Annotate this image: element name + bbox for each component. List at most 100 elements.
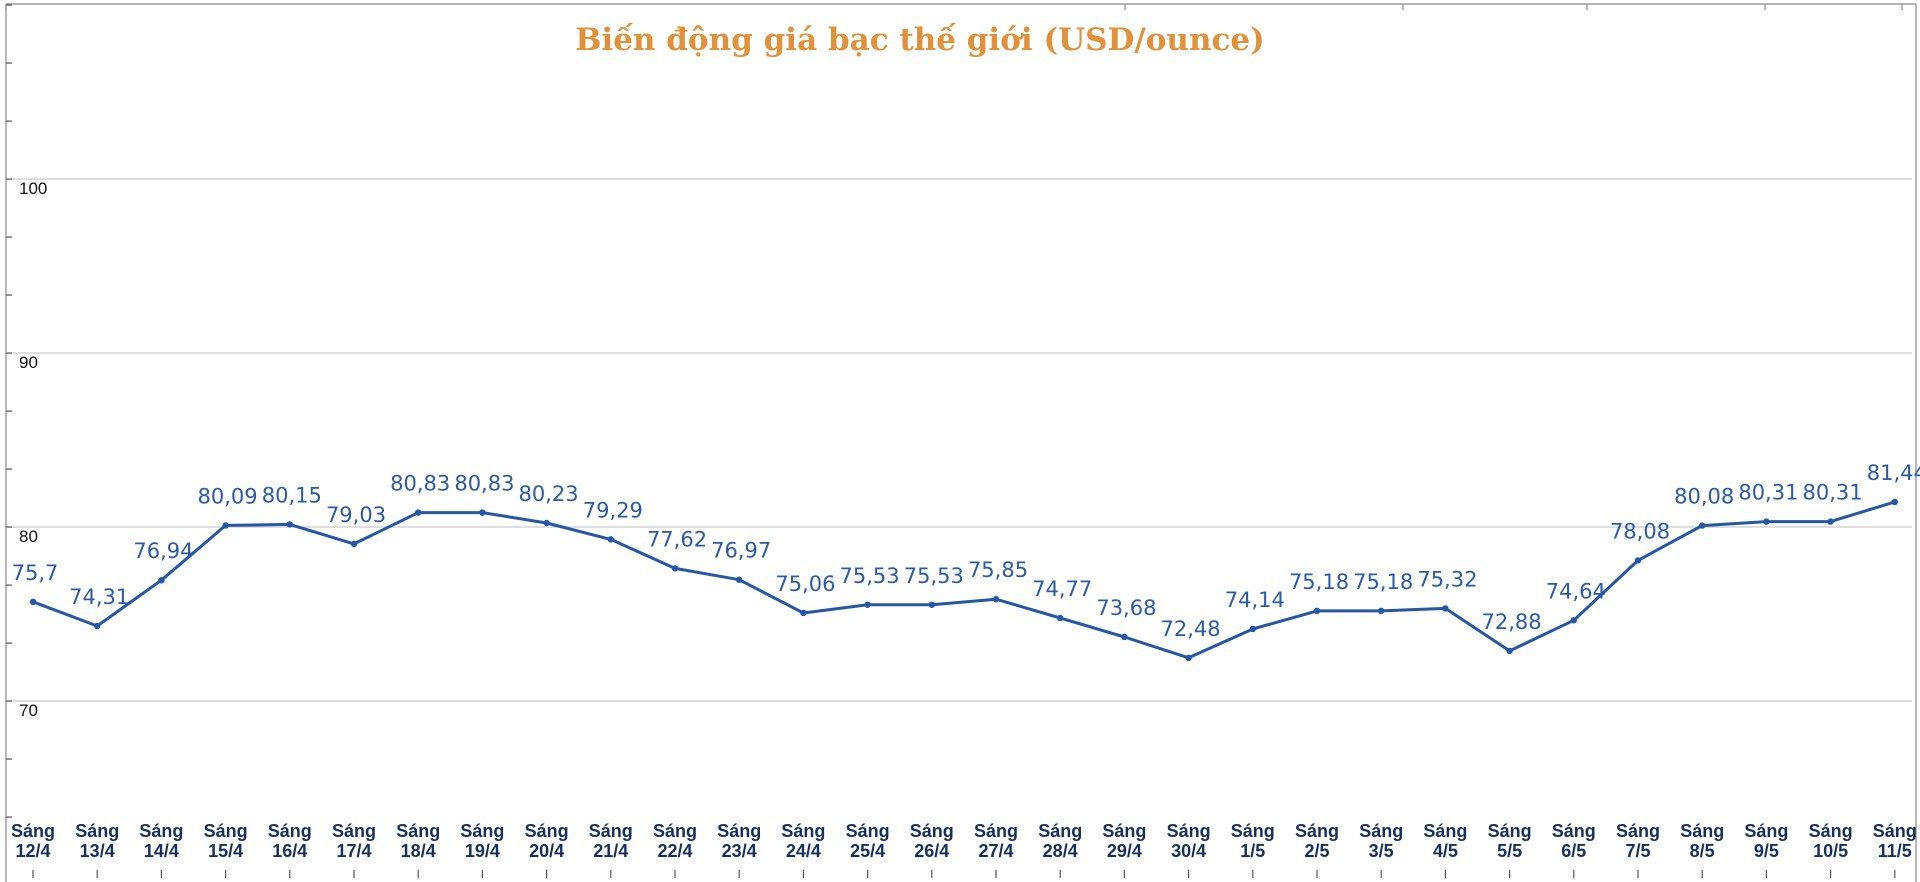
x-tick-label: 27/4	[978, 841, 1013, 861]
x-tick-label: 20/4	[529, 841, 564, 861]
data-label: 81,44	[1867, 461, 1920, 485]
data-point	[1891, 498, 1899, 506]
data-label: 76,94	[133, 539, 193, 563]
x-tick-label: 8/5	[1690, 841, 1715, 861]
x-tick-label: Sáng	[1295, 821, 1339, 841]
data-label: 75,85	[968, 558, 1028, 582]
data-point	[1570, 617, 1578, 624]
data-point	[736, 576, 743, 583]
x-tick-label: 21/4	[593, 841, 628, 861]
x-tick-label: 16/4	[272, 841, 307, 861]
x-tick-label: Sáng	[332, 821, 376, 841]
x-tick-label: 25/4	[850, 841, 885, 861]
x-axis-ticks: Sáng12/4Sáng13/4Sáng14/4Sáng15/4Sáng16/4…	[11, 821, 1917, 878]
x-tick-label: 29/4	[1107, 841, 1142, 861]
data-point	[864, 601, 871, 608]
x-tick-label: 4/5	[1433, 841, 1458, 861]
data-point	[1057, 614, 1064, 622]
x-tick-label: Sáng	[974, 821, 1018, 841]
data-label: 79,29	[583, 498, 643, 522]
x-tick-label: 10/5	[1813, 841, 1848, 861]
x-tick-label: Sáng	[460, 821, 504, 841]
data-label: 75,53	[904, 564, 964, 588]
data-label: 75,18	[1289, 570, 1349, 594]
data-point	[1442, 605, 1449, 612]
data-point	[992, 596, 1000, 603]
x-tick-label: 7/5	[1625, 841, 1650, 861]
x-tick-label: Sáng	[846, 821, 890, 841]
x-tick-label: Sáng	[1359, 821, 1403, 841]
data-point	[1313, 607, 1321, 615]
x-tick-label: 17/4	[336, 841, 371, 861]
data-label: 80,31	[1803, 481, 1863, 505]
x-tick-label: 5/5	[1497, 841, 1522, 861]
data-label: 80,83	[390, 472, 450, 496]
x-tick-label: Sáng	[525, 821, 569, 841]
data-point	[350, 540, 358, 548]
data-point	[1121, 633, 1128, 641]
data-point	[1185, 654, 1192, 662]
x-tick-label: Sáng	[1680, 821, 1724, 841]
x-tick-label: Sáng	[1744, 821, 1788, 841]
x-tick-label: Sáng	[1423, 821, 1467, 841]
data-label: 72,88	[1482, 610, 1542, 634]
data-label: 75,53	[840, 564, 900, 588]
data-point	[543, 519, 550, 527]
x-tick-label: 15/4	[208, 841, 243, 861]
x-tick-label: 22/4	[657, 841, 692, 861]
x-tick-label: 26/4	[914, 841, 949, 861]
data-label: 77,62	[647, 527, 707, 551]
chart-frame	[5, 3, 1917, 882]
y-axis-ticks: 70 80 90 100	[19, 179, 47, 720]
x-tick-label: Sáng	[1167, 821, 1211, 841]
y-tick-label: 90	[19, 353, 38, 372]
data-point	[1249, 625, 1257, 633]
x-tick-label: Sáng	[1616, 821, 1660, 841]
data-label: 80,15	[262, 483, 322, 507]
x-tick-label: Sáng	[589, 821, 633, 841]
x-tick-label: Sáng	[11, 821, 55, 841]
y-tick-label: 70	[19, 701, 38, 720]
data-point	[158, 577, 165, 584]
y-tick-label: 100	[19, 179, 47, 198]
x-tick-label: 13/4	[80, 841, 115, 861]
x-tick-label: Sáng	[1488, 821, 1532, 841]
x-tick-label: 19/4	[465, 841, 500, 861]
x-tick-label: 6/5	[1561, 841, 1586, 861]
x-tick-label: 18/4	[401, 841, 436, 861]
x-tick-label: Sáng	[910, 821, 954, 841]
chart-title: Biến động giá bạc thế giới (USD/ounce)	[575, 21, 1265, 58]
data-point	[607, 536, 614, 543]
data-point	[928, 601, 935, 608]
x-tick-label: Sáng	[268, 821, 312, 841]
data-label: 80,08	[1674, 485, 1734, 509]
x-tick-label: 23/4	[722, 841, 757, 861]
x-tick-label: Sáng	[781, 821, 825, 841]
data-point	[1699, 522, 1706, 529]
x-tick-label: 11/5	[1878, 841, 1912, 861]
x-tick-label: 9/5	[1754, 841, 1779, 861]
data-label: 78,08	[1610, 519, 1670, 543]
x-tick-label: Sáng	[396, 821, 440, 841]
x-tick-label: Sáng	[1102, 821, 1146, 841]
x-tick-label: Sáng	[1873, 821, 1917, 841]
data-point	[479, 509, 486, 516]
x-tick-label: 30/4	[1171, 841, 1206, 861]
x-tick-label: Sáng	[139, 821, 183, 841]
x-tick-label: 1/5	[1240, 841, 1265, 861]
data-point	[1378, 607, 1385, 615]
data-point	[671, 565, 679, 572]
data-label: 79,03	[326, 503, 386, 527]
x-tick-label: 14/4	[144, 841, 179, 861]
data-label: 73,68	[1096, 596, 1156, 620]
data-label: 74,31	[69, 585, 129, 609]
x-tick-label: Sáng	[1038, 821, 1082, 841]
data-label: 74,14	[1225, 588, 1285, 612]
x-tick-label: 3/5	[1369, 841, 1394, 861]
y-tick-label: 80	[19, 527, 38, 546]
data-label: 75,7	[12, 561, 59, 585]
x-tick-label: Sáng	[1552, 821, 1596, 841]
x-tick-label: Sáng	[653, 821, 697, 841]
